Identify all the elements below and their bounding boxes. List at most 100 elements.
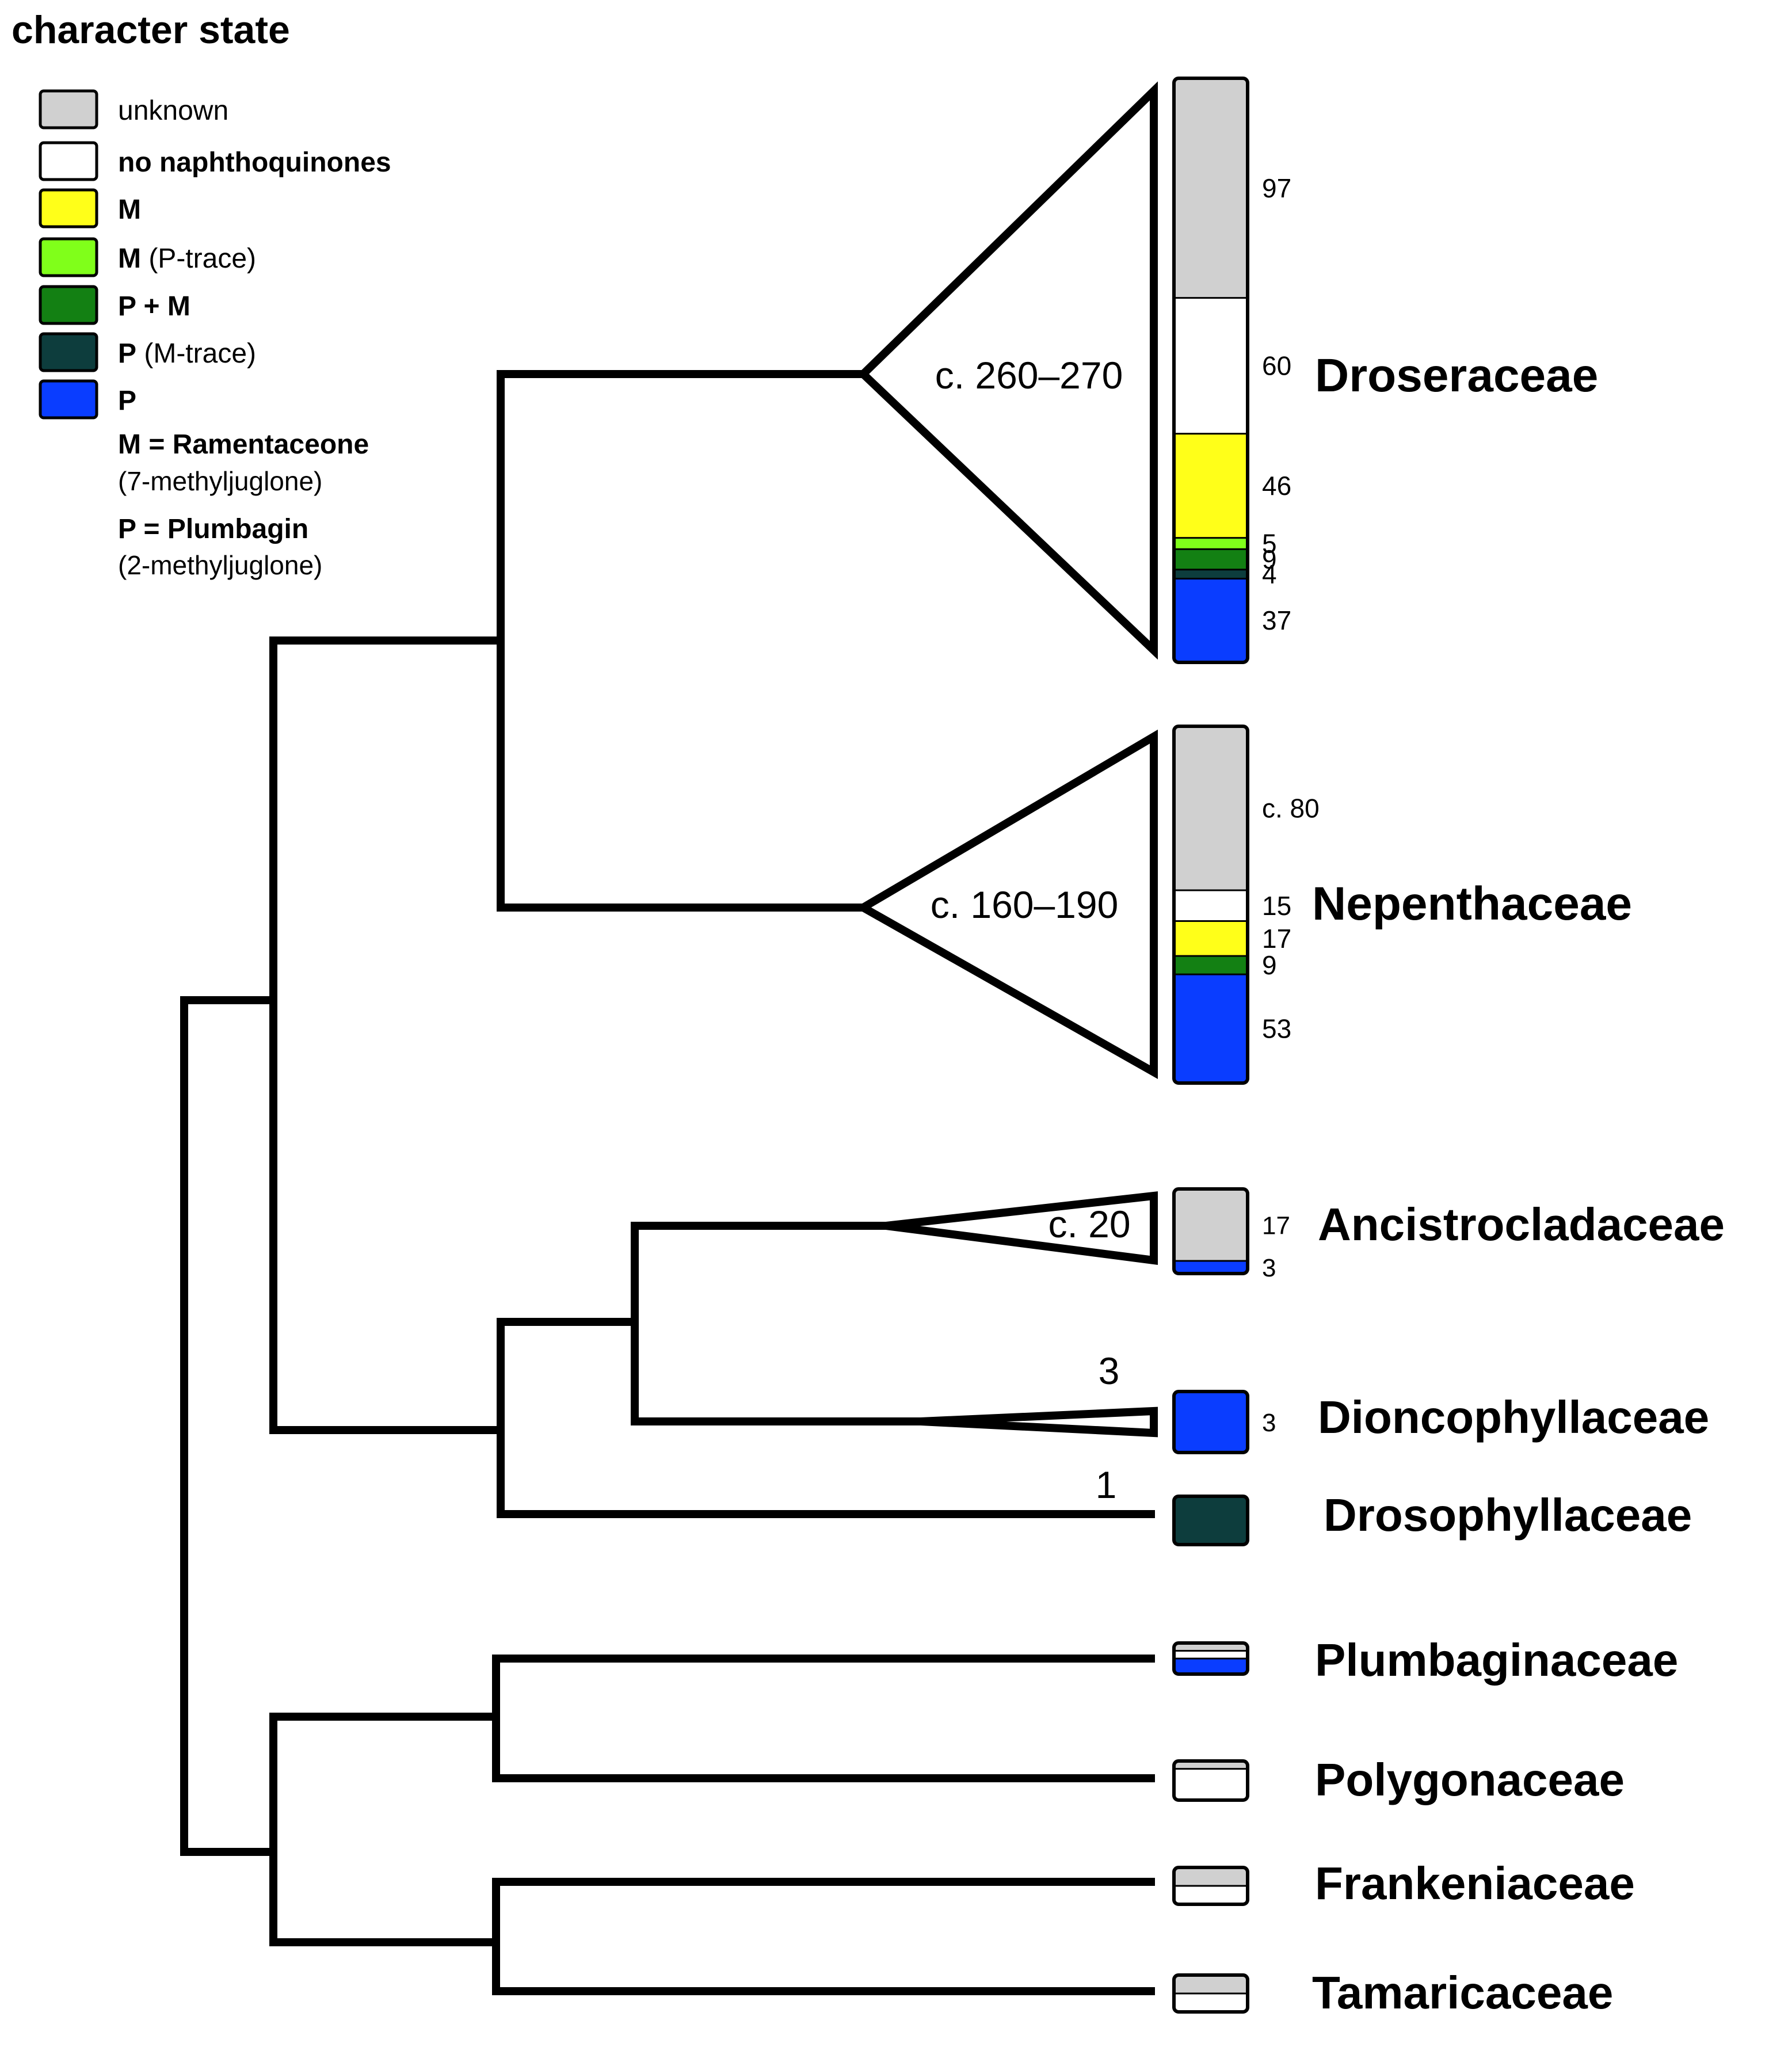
- bar-segment-dioncophyllaceae-p: [1174, 1392, 1248, 1453]
- clade-triangle-droseraceae: [857, 81, 1158, 660]
- legend-label-bold: P + M: [118, 291, 190, 322]
- clade-label-nepenthaceae: c. 160–190: [931, 883, 1119, 926]
- count-label-nepenthaceae-m: 17: [1262, 924, 1291, 954]
- bar-segment-droseraceae-m_ptrace: [1174, 538, 1248, 550]
- bar-segment-drosophyllaceae-p_mtrace: [1174, 1496, 1248, 1545]
- count-label-droseraceae-p_mtrace: 4: [1262, 559, 1277, 589]
- legend-label-p: P: [118, 386, 136, 416]
- bar-segment-nepenthaceae-unknown: [1174, 726, 1248, 891]
- family-name-plumbaginaceae: Plumbaginaceae: [1315, 1634, 1678, 1686]
- bar-segment-droseraceae-p: [1174, 578, 1248, 662]
- family-name-nepenthaceae: Nepenthaceae: [1312, 878, 1632, 930]
- bar-outline-polygonaceae: [1172, 1759, 1249, 1802]
- tree-branches: [180, 370, 1155, 1995]
- family-name-frankeniaceae: Frankeniaceae: [1315, 1858, 1635, 1909]
- bar-segment-tamaricaceae-unknown: [1174, 1975, 1248, 1993]
- legend-label-plain: (P-trace): [141, 243, 256, 274]
- legend-swatch-none: [39, 141, 98, 181]
- bar-outline-droseraceae: [1172, 77, 1249, 664]
- clade-triangles: [855, 81, 1158, 1438]
- legend-label-unknown: unknown: [118, 96, 228, 126]
- legend-swatch-p: [39, 379, 98, 420]
- family-name-droseraceae: Droseraceae: [1315, 349, 1598, 402]
- count-label-ancistrocladaceae-unknown: 17: [1262, 1211, 1290, 1240]
- bar-outline-ancistrocladaceae: [1172, 1187, 1249, 1275]
- legend-swatch-m_ptrace: [39, 237, 98, 277]
- legend-swatch-unknown: [39, 89, 98, 129]
- count-label-droseraceae-p: 37: [1262, 605, 1291, 635]
- count-label-droseraceae-none: 60: [1262, 351, 1291, 381]
- bar-segment-tamaricaceae-none: [1174, 1993, 1248, 2012]
- family-names: Droseraceae Nepenthaceae Ancistrocladaceae…: [1312, 349, 1725, 2018]
- legend-title: character state: [12, 8, 290, 52]
- bar-outline-nepenthaceae: [1172, 725, 1249, 1085]
- legend-note-detail: (2-methyljuglone): [118, 550, 322, 580]
- bar-segment-plumbaginaceae-p: [1174, 1659, 1248, 1674]
- legend-label-bold: no naphthoquinones: [118, 147, 391, 178]
- family-name-drosophyllaceae: Drosophyllaceae: [1324, 1489, 1692, 1541]
- count-label-nepenthaceae-p: 53: [1262, 1014, 1291, 1044]
- legend-label-plain: unknown: [118, 96, 228, 126]
- count-label-droseraceae-unknown: 97: [1262, 173, 1291, 203]
- count-label-nepenthaceae-none: 15: [1262, 891, 1291, 921]
- count-label-dioncophyllaceae-p: 3: [1262, 1409, 1276, 1437]
- clade-label-dioncophyllaceae: 3: [1099, 1350, 1120, 1392]
- clade-triangle-ancistrocladaceae: [886, 1191, 1158, 1265]
- bar-segment-nepenthaceae-m: [1174, 921, 1248, 956]
- bar-segment-polygonaceae-unknown: [1174, 1761, 1248, 1769]
- state-bars: [1172, 77, 1249, 2014]
- legend-note-title: P = Plumbagin: [118, 514, 308, 544]
- bar-outline-frankeniaceae: [1172, 1866, 1249, 1906]
- bar-segment-ancistrocladaceae-unknown: [1174, 1189, 1248, 1261]
- count-label-ancistrocladaceae-p: 3: [1262, 1254, 1276, 1282]
- legend-label-bold: P: [118, 386, 136, 416]
- count-label-droseraceae-m_ptrace: 5: [1262, 528, 1277, 558]
- legend-swatch-p_mtrace: [39, 332, 98, 372]
- bar-segment-polygonaceae-none: [1174, 1768, 1248, 1800]
- bar-segment-plumbaginaceae-unknown: [1174, 1643, 1248, 1651]
- legend-label-plain: (M-trace): [136, 338, 256, 369]
- count-label-nepenthaceae-unknown: c. 80: [1262, 794, 1320, 824]
- legend-label-p_mtrace: P (M-trace): [118, 338, 256, 369]
- count-label-droseraceae-m: 46: [1262, 471, 1291, 501]
- family-name-ancistrocladaceae: Ancistrocladaceae: [1318, 1199, 1725, 1250]
- clade-label-droseraceae: c. 260–270: [935, 354, 1123, 397]
- bar-segment-nepenthaceae-none: [1174, 890, 1248, 921]
- family-name-dioncophyllaceae: Dioncophyllaceae: [1318, 1392, 1709, 1443]
- bar-outline-tamaricaceae: [1172, 1973, 1249, 2014]
- clade-label-ancistrocladaceae: c. 20: [1048, 1203, 1130, 1245]
- bar-segment-ancistrocladaceae-p: [1174, 1260, 1248, 1274]
- bar-segment-droseraceae-m: [1174, 433, 1248, 538]
- bar-segment-frankeniaceae-unknown: [1174, 1867, 1248, 1886]
- bar-segment-droseraceae-pm: [1174, 549, 1248, 570]
- legend-label-bold: P: [118, 338, 136, 369]
- legend-label-m_ptrace: M (P-trace): [118, 243, 256, 274]
- legend-label-m: M: [118, 195, 141, 225]
- family-name-tamaricaceae: Tamaricaceae: [1312, 1967, 1613, 2018]
- bar-segment-droseraceae-p_mtrace: [1174, 569, 1248, 579]
- count-label-nepenthaceae-pm: 9: [1262, 950, 1277, 980]
- bar-segment-frankeniaceae-none: [1174, 1886, 1248, 1904]
- legend-label-pm: P + M: [118, 291, 190, 322]
- count-label-droseraceae-pm: 9: [1262, 544, 1277, 574]
- clade-triangle-dioncophyllaceae: [920, 1406, 1158, 1438]
- legend-swatch-m: [39, 188, 98, 228]
- bar-outline-plumbaginaceae: [1172, 1641, 1249, 1676]
- legend-swatch-pm: [39, 285, 98, 325]
- bar-segment-droseraceae-unknown: [1174, 78, 1248, 298]
- legend-label-none: no naphthoquinones: [118, 147, 391, 178]
- bar-outline-drosophyllaceae: [1172, 1495, 1249, 1546]
- family-name-polygonaceae: Polygonaceae: [1315, 1754, 1625, 1805]
- clade-triangle-nepenthaceae: [855, 729, 1158, 1080]
- legend-note-detail: (7-methyljuglone): [118, 466, 322, 496]
- bar-outline-dioncophyllaceae: [1172, 1390, 1249, 1454]
- legend-label-bold: M: [118, 243, 141, 274]
- legend-label-bold: M: [118, 195, 141, 225]
- bar-segment-nepenthaceae-pm: [1174, 956, 1248, 975]
- bar-segment-plumbaginaceae-none: [1174, 1650, 1248, 1659]
- clade-label-drosophyllaceae: 1: [1096, 1463, 1117, 1506]
- bar-segment-droseraceae-none: [1174, 298, 1248, 434]
